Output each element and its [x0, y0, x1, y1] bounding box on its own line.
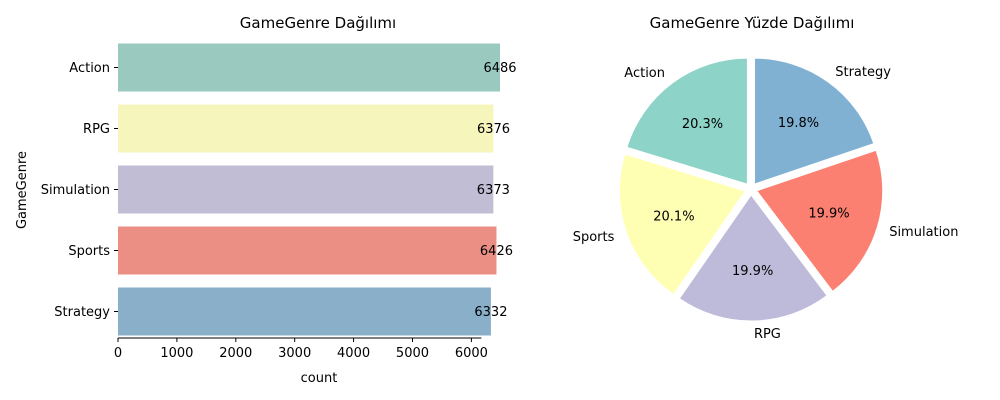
bar-value-label-rpg: 6376 — [477, 122, 510, 137]
bar-action — [118, 43, 500, 92]
bar-value-label-action: 6486 — [483, 61, 516, 76]
y-tick-label-action: Action — [69, 61, 110, 76]
x-tick-label-5000: 5000 — [396, 346, 429, 361]
bar-rpg — [118, 104, 494, 153]
pie-percent-label-simulation: 19.9% — [808, 207, 849, 222]
pie-category-label-strategy: Strategy — [835, 65, 891, 80]
pie-category-label-rpg: RPG — [754, 327, 781, 342]
pie-category-label-sports: Sports — [573, 230, 615, 245]
pie-slice-action — [626, 57, 748, 185]
x-tick-label-0: 0 — [114, 346, 122, 361]
bar-strategy — [118, 287, 491, 336]
y-tick-label-sports: Sports — [68, 244, 110, 259]
pie-percent-label-sports: 20.1% — [653, 209, 694, 224]
y-axis-label: GameGenre — [15, 151, 30, 229]
bar-value-label-strategy: 6332 — [474, 305, 507, 320]
x-tick-label-4000: 4000 — [337, 346, 370, 361]
y-axis: Action RPG Simulation Sports Strategy — [41, 61, 118, 320]
pie-category-label-action: Action — [624, 66, 665, 81]
x-tick-label-1000: 1000 — [160, 346, 193, 361]
y-tick-label-rpg: RPG — [83, 122, 110, 137]
y-tick-label-simulation: Simulation — [41, 183, 110, 198]
x-axis-label: count — [301, 371, 338, 386]
bar-value-labels: 6486 6376 6373 6426 6332 — [474, 61, 516, 320]
y-tick-label-strategy: Strategy — [54, 305, 110, 320]
bar-sports — [118, 226, 497, 275]
pie-category-label-simulation: Simulation — [889, 225, 958, 240]
pie-chart-title: GameGenre Yüzde Dağılımı — [650, 14, 855, 32]
pie-slice-sports — [618, 153, 747, 296]
pie-percent-label-rpg: 19.9% — [732, 264, 773, 279]
pie-percent-label-strategy: 19.8% — [778, 116, 819, 131]
bar-value-label-simulation: 6373 — [477, 183, 510, 198]
x-axis: 0 1000 2000 3000 4000 5000 6000 — [114, 337, 488, 361]
pie-slice-rpg — [678, 194, 828, 322]
bar-group — [118, 43, 500, 336]
bar-value-label-sports: 6426 — [480, 244, 513, 259]
bar-simulation — [118, 165, 494, 214]
pie-percent-label-action: 20.3% — [682, 117, 723, 132]
pie-label-group: 19.8% Strategy 19.9% Simulation 19.9% RPG 20.1… — [573, 65, 959, 342]
x-tick-label-6000: 6000 — [455, 346, 488, 361]
pie-slice-group — [618, 57, 884, 322]
x-tick-label-3000: 3000 — [278, 346, 311, 361]
bar-chart-panel: GameGenre Dağılımı 64866376637364266332 … — [15, 14, 517, 386]
pie-chart-panel: GameGenre Yüzde Dağılımı 19.8%Strategy19… — [573, 14, 959, 342]
pie-slice-simulation — [755, 149, 884, 293]
pie-slice-strategy — [753, 57, 875, 185]
bar-chart-title: GameGenre Dağılımı — [240, 14, 396, 32]
x-tick-label-2000: 2000 — [219, 346, 252, 361]
